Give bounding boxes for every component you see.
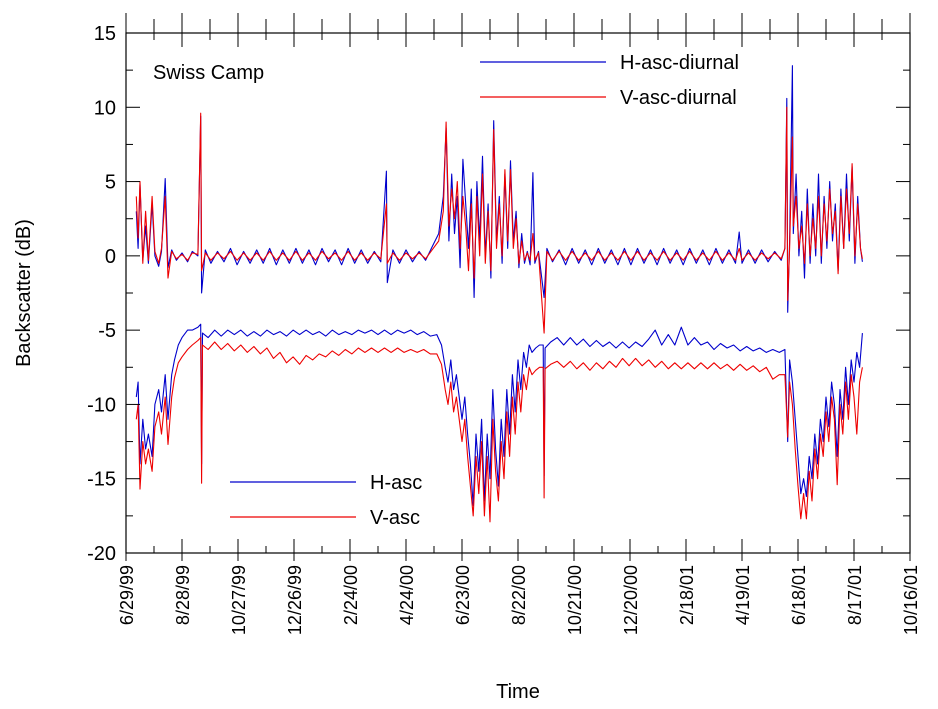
x-tick-label: 6/29/99 <box>117 565 137 625</box>
x-tick-label: 6/18/01 <box>789 565 809 625</box>
x-tick-label: 10/27/99 <box>229 565 249 635</box>
y-tick-label: -20 <box>87 543 116 565</box>
y-tick-label: -5 <box>98 320 116 342</box>
x-tick-label: 8/17/01 <box>845 565 865 625</box>
legend-label-v-asc-diurnal: V-asc-diurnal <box>620 87 737 109</box>
x-tick-label: 12/20/00 <box>621 565 641 635</box>
x-tick-label: 10/16/01 <box>901 565 921 635</box>
site-annotation: Swiss Camp <box>153 62 264 84</box>
x-tick-label: 4/24/00 <box>397 565 417 625</box>
x-tick-label: 8/28/99 <box>173 565 193 625</box>
axes-layer: -20 -15 -10 -5 0 5 10 15 6/29/99 8/28/99 10/27/99 1… <box>87 13 921 635</box>
x-tick-label: 2/18/01 <box>677 565 697 625</box>
x-tick-label: 12/26/99 <box>285 565 305 635</box>
y-tick-label: -10 <box>87 394 116 416</box>
series-layer <box>135 65 863 523</box>
legend-label-h-asc-diurnal: H-asc-diurnal <box>620 52 739 74</box>
x-tick-label: 6/23/00 <box>453 565 473 625</box>
y-tick-label: -15 <box>87 469 116 491</box>
x-axis-label: Time <box>496 681 540 703</box>
x-tick-label: 10/21/00 <box>565 565 585 635</box>
x-tick-label: 4/19/01 <box>733 565 753 625</box>
legend-label-h-asc: H-asc <box>370 472 422 494</box>
series-line-v-asc <box>135 337 863 523</box>
y-tick-label: 15 <box>94 23 116 45</box>
series-line-v-asc-diurnal <box>135 106 863 334</box>
x-tick-label: 8/22/00 <box>509 565 529 625</box>
y-tick-label: 10 <box>94 97 116 119</box>
legend-layer: H-asc-diurnal V-asc-diurnal H-asc V-asc <box>230 52 739 529</box>
y-axis-label: Backscatter (dB) <box>13 219 35 367</box>
legend-label-v-asc: V-asc <box>370 507 420 529</box>
y-tick-label: 0 <box>105 246 116 268</box>
x-tick-label: 2/24/00 <box>341 565 361 625</box>
y-tick-label: 5 <box>105 172 116 194</box>
